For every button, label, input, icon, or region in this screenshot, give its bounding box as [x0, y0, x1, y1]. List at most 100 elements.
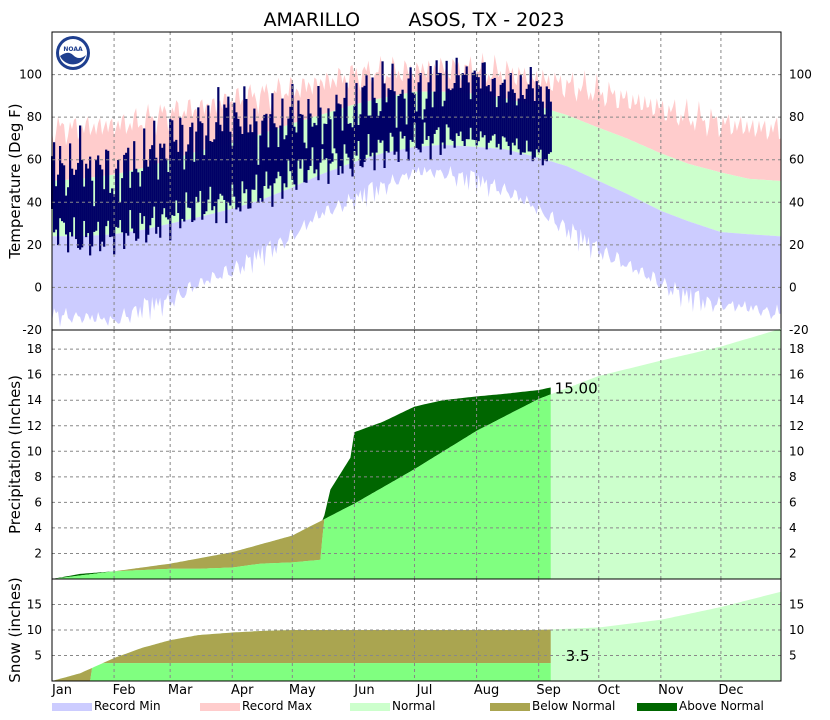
observed-day-bar [103, 189, 106, 247]
below-normal-snow-area [52, 629, 551, 681]
observed-day-bar [401, 89, 404, 139]
observed-day-bar [491, 78, 494, 136]
observed-day-bar [253, 108, 256, 190]
observed-day-bar [529, 67, 532, 152]
observed-day-bar [223, 104, 226, 200]
observed-day-bar [337, 103, 340, 175]
observed-precip-area [52, 394, 551, 579]
observed-day-bar [501, 82, 504, 137]
observed-day-bar [467, 82, 470, 140]
legend-swatch [490, 703, 530, 711]
observed-day-bar [443, 100, 446, 149]
observed-day-bar [289, 106, 292, 172]
observed-day-bar [325, 124, 328, 159]
y-tick-label-right: 8 [789, 470, 797, 484]
observed-day-bar [433, 91, 436, 134]
observed-day-bar [273, 123, 276, 184]
observed-day-bar [495, 107, 498, 148]
observed-day-bar [127, 147, 130, 236]
observed-day-bar [469, 99, 472, 128]
observed-day-bar [389, 89, 392, 133]
y-tick-label-right: 0 [789, 280, 797, 294]
y-tick-label-right: 16 [789, 368, 804, 382]
y-tick-label-right: 5 [789, 649, 797, 663]
y-tick-label-right: 18 [789, 342, 804, 356]
observed-day-bar [339, 104, 342, 167]
y-tick-label-right: 6 [789, 495, 797, 509]
y-tick-label-right: 10 [789, 623, 804, 637]
observed-day-bar [99, 164, 102, 252]
observed-day-bar [109, 192, 112, 238]
observed-day-bar [311, 126, 314, 148]
observed-day-bar [277, 147, 280, 172]
y-tick-label-left: 0 [34, 280, 42, 294]
y-tick-label-right: 10 [789, 444, 804, 458]
month-tick-label: Feb [113, 683, 136, 698]
observed-day-bar [227, 96, 230, 203]
observed-day-bar [309, 113, 312, 166]
legend-swatch [350, 703, 390, 711]
observed-day-bar [255, 121, 258, 175]
y-tick-label-right: 15 [789, 598, 804, 612]
y-tick-label-right: 12 [789, 419, 804, 433]
observed-day-bar [521, 95, 524, 153]
observed-day-bar [69, 143, 72, 233]
observed-day-bar [163, 143, 166, 209]
y-tick-label-left: 10 [27, 623, 42, 637]
temperature-panel: -20 -20 0 0 20 20 40 40 60 60 80 80 100 100 Temperatur… [6, 31, 812, 337]
observed-day-bar [419, 73, 422, 153]
y-tick-label-left: 2 [34, 546, 42, 560]
legend-label: Normal [392, 699, 435, 713]
observed-day-bar [513, 92, 516, 146]
observed-day-bar [477, 77, 480, 142]
observed-day-bar [97, 155, 100, 222]
observed-day-bar [245, 98, 248, 190]
observed-day-bar [351, 127, 354, 177]
observed-day-bar [505, 102, 508, 142]
observed-day-bar [549, 101, 552, 153]
observed-day-bar [377, 115, 380, 140]
observed-day-bar [473, 70, 476, 141]
observed-day-bar [251, 132, 254, 190]
observed-day-bar [187, 144, 190, 208]
observed-day-bar [299, 113, 302, 169]
observed-day-bar [265, 113, 268, 172]
observed-day-bar [329, 119, 332, 164]
observed-day-bar [249, 124, 252, 209]
y-tick-label-left: 6 [34, 495, 42, 509]
observed-day-bar [107, 150, 110, 221]
observed-day-bar [395, 127, 398, 152]
observed-day-bar [331, 153, 334, 162]
observed-day-bar [363, 85, 366, 162]
observed-day-bar [167, 172, 170, 220]
y-tick-label-left: 16 [27, 368, 42, 382]
observed-day-bar [203, 155, 206, 215]
observed-day-bar [499, 84, 502, 150]
y-axis-label: Temperature (Deg F) [6, 103, 24, 259]
observed-day-bar [229, 131, 232, 206]
observed-day-bar [225, 107, 228, 224]
observed-day-bar [209, 140, 212, 187]
observed-day-bar [445, 60, 448, 125]
observed-day-bar [539, 86, 542, 150]
observed-day-bar [487, 85, 490, 143]
observed-day-bar [53, 142, 56, 233]
normal-band [52, 91, 781, 237]
observed-day-bar [105, 149, 108, 227]
observed-day-bar [313, 122, 316, 174]
y-tick-label-left: 80 [27, 110, 42, 124]
observed-day-bar [371, 77, 374, 153]
observed-day-bar [447, 88, 450, 128]
observed-day-bar [73, 174, 76, 218]
observed-day-bar [547, 89, 550, 154]
observed-day-bar [233, 102, 236, 197]
observed-day-bar [403, 98, 406, 136]
observed-day-bar [117, 159, 120, 228]
observed-day-bar [533, 100, 536, 158]
observed-day-bar [417, 82, 420, 150]
month-tick-label: Aug [474, 683, 499, 698]
observed-day-bar [157, 179, 160, 227]
observed-day-bar [199, 121, 202, 191]
observed-day-bar [315, 125, 318, 170]
